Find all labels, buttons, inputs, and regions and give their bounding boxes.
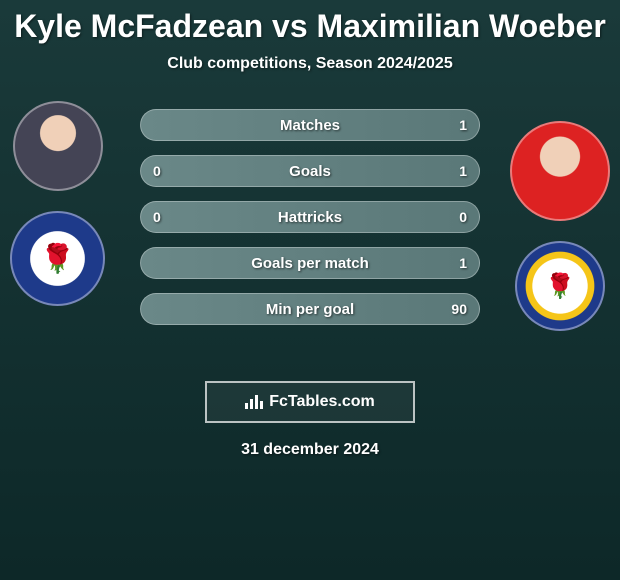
stat-row: Matches 1	[140, 109, 480, 141]
stat-right-value: 1	[459, 255, 467, 271]
bars-icon	[245, 395, 263, 409]
stat-row: 0 Hattricks 0	[140, 201, 480, 233]
stat-left-value: 0	[153, 209, 161, 225]
footer: FcTables.com 31 december 2024	[0, 381, 620, 459]
subtitle: Club competitions, Season 2024/2025	[0, 55, 620, 73]
stat-label: Matches	[280, 117, 340, 134]
stat-label: Hattricks	[278, 209, 342, 226]
stat-row: 0 Goals 1	[140, 155, 480, 187]
left-column	[10, 101, 105, 306]
brand-box: FcTables.com	[205, 381, 415, 423]
brand-text: FcTables.com	[269, 393, 375, 411]
stat-label: Goals	[289, 163, 331, 180]
stats-list: Matches 1 0 Goals 1 0 Hattricks 0 Goals …	[140, 109, 480, 325]
stat-label: Goals per match	[251, 255, 369, 272]
stat-right-value: 1	[459, 117, 467, 133]
page-title: Kyle McFadzean vs Maximilian Woeber	[0, 8, 620, 45]
stat-label: Min per goal	[266, 301, 354, 318]
player-left-club-logo	[10, 211, 105, 306]
right-column	[510, 121, 610, 331]
player-right-photo	[510, 121, 610, 221]
date-text: 31 december 2024	[0, 441, 620, 459]
player-left-photo	[13, 101, 103, 191]
stat-right-value: 1	[459, 163, 467, 179]
header: Kyle McFadzean vs Maximilian Woeber Club…	[0, 0, 620, 73]
stat-row: Min per goal 90	[140, 293, 480, 325]
player-right-club-logo	[515, 241, 605, 331]
comparison-content: Matches 1 0 Goals 1 0 Hattricks 0 Goals …	[0, 101, 620, 361]
stat-left-value: 0	[153, 163, 161, 179]
stat-right-value: 90	[451, 301, 467, 317]
stat-right-value: 0	[459, 209, 467, 225]
stat-row: Goals per match 1	[140, 247, 480, 279]
